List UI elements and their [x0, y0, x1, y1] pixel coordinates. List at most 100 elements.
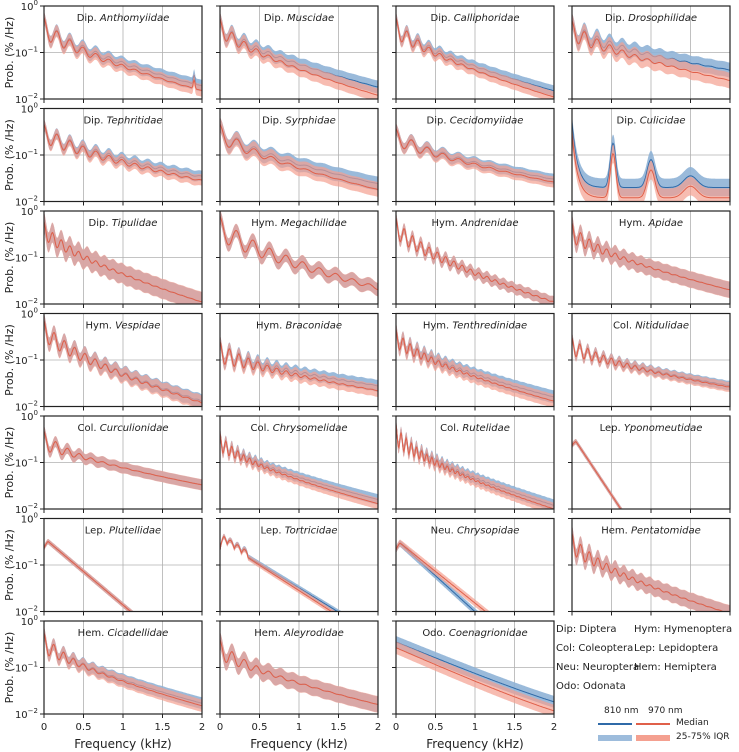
panel-title-order: Dip.	[427, 116, 450, 127]
panel-title-order: Col.	[250, 423, 272, 434]
panel-title-family: Tenthredinidae	[452, 321, 527, 332]
panel-cecidomyiidae: Dip. Cecidomyiidae	[392, 107, 555, 206]
iqr-band-970nm	[44, 626, 202, 712]
median-line-810nm	[572, 122, 730, 188]
tick-exponent: 0	[34, 512, 38, 520]
plot-area	[44, 538, 134, 612]
tick-base: 10	[15, 151, 28, 162]
median-line-970nm	[220, 536, 333, 612]
median-line-970nm	[396, 17, 554, 98]
tick-base: 10	[15, 49, 28, 60]
iqr-band-970nm	[396, 418, 554, 509]
order-abbreviations: Dip: Diptera Hym: Hymenoptera Col: Coleo…	[556, 624, 739, 692]
y-axis-label: Prob. (% /Hz)	[3, 324, 16, 396]
panel-title-order: Lep.	[260, 526, 284, 537]
plot-area	[44, 11, 202, 97]
panel-title: Col. Chrysomelidae	[250, 423, 347, 434]
panel-culicidae: Dip. Culicidae	[568, 107, 731, 206]
abbr-dip: Dip: Diptera	[556, 624, 617, 635]
panel-title-order: Dip.	[77, 13, 100, 24]
median-810-swatch	[598, 723, 632, 725]
median-line-970nm	[396, 647, 554, 712]
x-tick-label: 1	[296, 722, 302, 733]
plot-area	[220, 335, 378, 397]
iqr-band-970nm	[572, 214, 730, 299]
tick-base: 10	[15, 505, 28, 516]
plot-area	[396, 539, 490, 612]
y-axis-label: Prob. (% /Hz)	[3, 529, 16, 601]
y-tick-label: 100	[21, 512, 38, 526]
tick-exponent: −2	[28, 502, 38, 510]
panel-title: Hym. Apidae	[619, 218, 683, 229]
median-line-970nm	[572, 441, 622, 509]
x-axis-label: Frequency (kHz)	[426, 737, 523, 751]
x-axis-label: Frequency (kHz)	[74, 737, 171, 751]
median-line-970nm	[44, 430, 202, 486]
panel-tortricidae: Lep. Tortricidae	[216, 517, 379, 616]
median-970-swatch	[636, 723, 670, 725]
series-key: 810 nm 970 nm Median 25-75% IQR	[556, 706, 739, 746]
panel-title-order: Hym.	[256, 321, 286, 332]
median-line-970nm	[44, 541, 132, 612]
panel-title-order: Dip.	[262, 116, 285, 127]
x-tick-label: 0.5	[252, 722, 268, 733]
panel-megachilidae: Hym. Megachilidae	[216, 210, 379, 308]
panel-title-family: Drosophilidae	[628, 13, 697, 24]
panel-title: Lep. Plutellidae	[85, 526, 161, 537]
panel-title: Hym. Vespidae	[86, 321, 161, 332]
median-label: Median	[676, 718, 709, 728]
plot-area	[572, 438, 623, 509]
panel-nitidulidae: Col. Nitidulidae	[568, 312, 731, 411]
y-tick-label: 10−2	[15, 195, 38, 209]
panel-braconidae: Hym. Braconidae	[216, 312, 379, 411]
panel-apidae: Hym. Apidae	[568, 210, 731, 308]
panel-syrphidae: Dip. Syrphidae	[216, 107, 379, 206]
y-tick-label: 100	[21, 307, 38, 321]
plot-area	[44, 425, 202, 491]
iqr-band-970nm	[220, 335, 378, 397]
y-tick-label: 10−1	[15, 46, 38, 60]
y-tick-label: 100	[21, 204, 38, 218]
abbr-hem: Hem: Hemiptera	[634, 662, 717, 673]
y-axis-label: Prob. (% /Hz)	[3, 632, 16, 704]
panel-title-family: Tephritidae	[107, 116, 163, 127]
median-line-970nm	[396, 329, 554, 402]
plot-area	[572, 332, 730, 392]
x-tick-label: 2	[551, 722, 557, 733]
median-line-970nm	[572, 20, 730, 82]
tick-exponent: −1	[28, 353, 38, 361]
panel-title: Hym. Megachilidae	[251, 218, 347, 229]
x-tick-label: 1	[472, 722, 478, 733]
y-tick-label: 10−2	[15, 297, 38, 311]
iqr-band-810nm	[44, 11, 202, 92]
iqr-band-970nm	[220, 12, 378, 99]
plot-area	[396, 11, 554, 99]
iqr-band-810nm	[396, 12, 554, 97]
tick-exponent: 0	[34, 409, 38, 417]
iqr-band-970nm	[220, 631, 378, 713]
panel-title: Dip. Cecidomyiidae	[427, 116, 524, 127]
panel-chrysomelidae: Col. Chrysomelidae	[216, 415, 379, 513]
tick-base: 10	[21, 105, 34, 116]
panel-title-order: Dip.	[431, 13, 454, 24]
panel-drosophilidae: Dip. Drosophilidae	[568, 5, 731, 103]
panel-title-family: Aleyrodidae	[283, 628, 344, 639]
panel-title: Hem. Cicadellidae	[78, 628, 169, 639]
tick-exponent: 0	[34, 204, 38, 212]
panel-title-family: Curculionidae	[100, 423, 169, 434]
panel-aleyrodidae: Hem. Aleyrodidae 0 0.5 1 1.5 2 Frequency (kHz)	[216, 620, 381, 751]
tick-base: 10	[15, 710, 28, 721]
panel-coenagrionidae: Odo. Coenagrionidae 0 0.5 1 1.5 2 Frequency (k…	[392, 620, 557, 751]
panel-title-order: Lep.	[85, 526, 109, 537]
panel-title-order: Neu.	[431, 526, 457, 537]
y-tick-label: 10−2	[15, 400, 38, 414]
panel-title: Hym. Braconidae	[256, 321, 342, 332]
panel-title: Dip. Anthomyiidae	[77, 13, 170, 24]
median-line-970nm	[572, 533, 725, 612]
y-axis-label: Prob. (% /Hz)	[3, 427, 16, 499]
panel-title-family: Chrysomelidae	[273, 423, 348, 434]
tick-base: 10	[21, 412, 34, 423]
